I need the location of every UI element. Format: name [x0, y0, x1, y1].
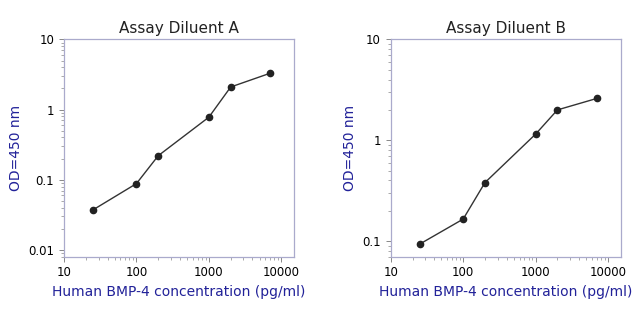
Title: Assay Diluent A: Assay Diluent A: [119, 20, 239, 36]
Title: Assay Diluent B: Assay Diluent B: [445, 20, 566, 36]
Y-axis label: OD=450 nm: OD=450 nm: [343, 105, 357, 191]
Y-axis label: OD=450 nm: OD=450 nm: [9, 105, 23, 191]
X-axis label: Human BMP-4 concentration (pg/ml): Human BMP-4 concentration (pg/ml): [379, 285, 632, 299]
X-axis label: Human BMP-4 concentration (pg/ml): Human BMP-4 concentration (pg/ml): [52, 285, 306, 299]
